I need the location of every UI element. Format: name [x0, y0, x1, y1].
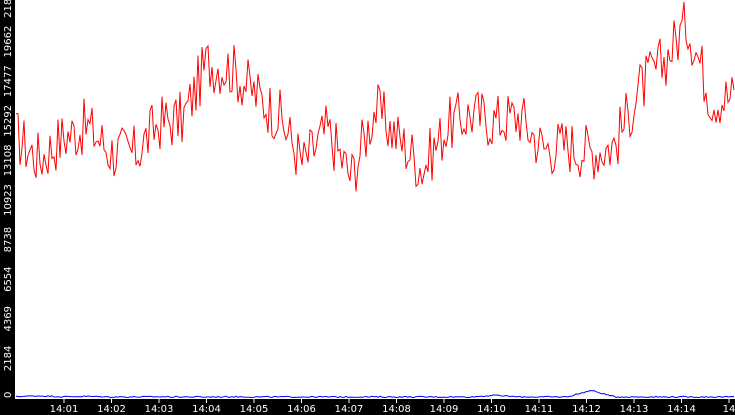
x-tick-label: 14:12	[572, 404, 601, 415]
x-tick-label: 14:09	[430, 404, 459, 415]
y-axis-band	[0, 0, 15, 415]
x-tick-label: 14:03	[145, 404, 174, 415]
x-tick-label: 14	[723, 404, 735, 415]
x-tick-label: 14:04	[192, 404, 221, 415]
y-tick-label: 17477	[3, 65, 14, 97]
x-tick-label: 14:06	[287, 404, 316, 415]
x-axis-band	[0, 399, 735, 415]
y-axis: 0 2184 4369 6554 8738 10923 13108 15292 17477 196…	[3, 0, 14, 398]
y-tick-label: 6554	[3, 266, 14, 291]
x-axis: 14:01 14:02 14:03 14:04 14:05 14:06 14:07 14:08…	[50, 399, 735, 415]
y-tick-label: 8738	[3, 227, 14, 252]
y-tick-label: 13108	[3, 144, 14, 176]
x-tick-label: 14:10	[477, 404, 506, 415]
y-tick-label: 0	[3, 392, 14, 398]
series-line-blue	[15, 389, 735, 399]
x-tick-label: 14:01	[50, 404, 79, 415]
x-tick-label: 14:02	[97, 404, 126, 415]
x-tick-label: 14:11	[525, 404, 554, 415]
y-tick-label: 21847	[3, 0, 14, 18]
x-tick-label: 14:13	[620, 404, 649, 415]
y-tick-label: 4369	[3, 306, 14, 331]
x-tick-label: 14:08	[382, 404, 411, 415]
y-tick-label: 2184	[3, 346, 14, 371]
x-tick-label: 14:07	[335, 404, 364, 415]
series-line-red	[15, 1, 735, 192]
y-tick-label: 15292	[3, 105, 14, 137]
x-tick-label: 14:05	[240, 404, 269, 415]
plot-area	[15, 1, 735, 399]
y-tick-label: 10923	[3, 184, 14, 216]
y-tick-label: 19662	[3, 26, 14, 58]
x-tick-label: 14:14	[667, 404, 696, 415]
